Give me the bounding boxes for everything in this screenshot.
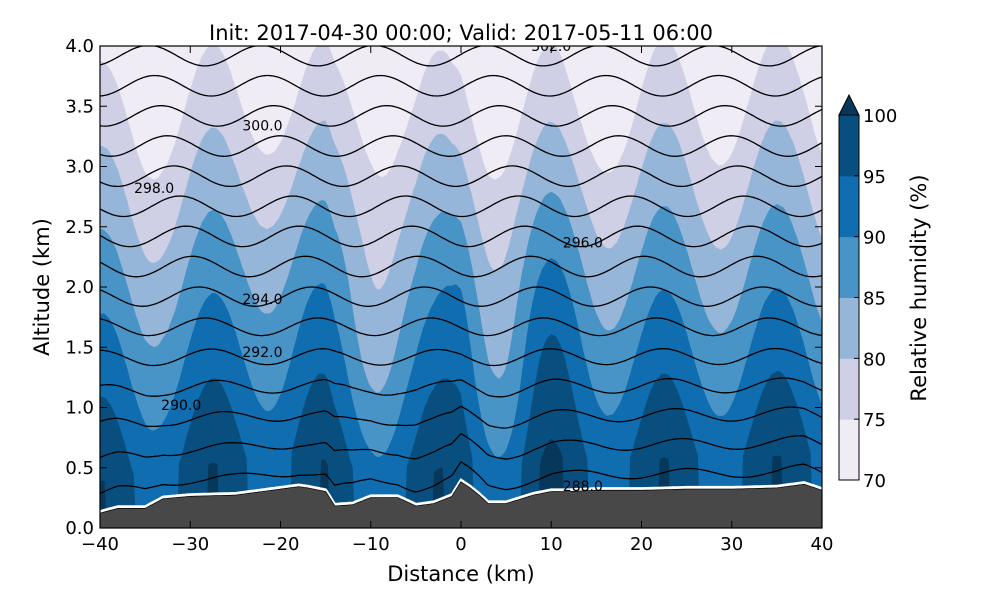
isentrope-line	[100, 104, 822, 127]
isentrope-line	[100, 74, 822, 97]
isentrope-line	[100, 286, 822, 307]
x-tick-label: −40	[81, 534, 119, 555]
y-tick-label: 3.0	[65, 157, 94, 178]
colorbar-segment	[839, 115, 859, 177]
colorbar-segment	[839, 419, 859, 481]
x-tick-label: −20	[262, 534, 300, 555]
y-tick-label: 2.5	[65, 217, 94, 238]
y-tick-label: 4.0	[65, 36, 94, 57]
colorbar: 70 75 80 85 90 95 100	[838, 93, 897, 492]
colorbar-segment	[839, 236, 859, 298]
chart-title: Init: 2017-04-30 00:00; Valid: 2017-05-1…	[209, 21, 713, 45]
contour-label: 296.0	[563, 235, 603, 251]
contour-label: 292.0	[242, 345, 282, 361]
ground-surface-line	[100, 478, 822, 513]
isentrope-line	[100, 461, 822, 495]
contour-label: 288.0	[563, 479, 603, 495]
x-tick-label: 40	[811, 534, 834, 555]
colorbar-tick-label: 85	[863, 289, 886, 310]
x-tick-label: 30	[720, 534, 743, 555]
isentrope-line	[100, 225, 822, 248]
isentrope-line	[100, 135, 822, 157]
y-tick-label: 3.5	[65, 96, 94, 117]
colorbar-segment	[839, 358, 859, 420]
x-axis-label: Distance (km)	[387, 562, 535, 586]
contour-label: 294.0	[242, 292, 282, 308]
colorbar-tick-label: 90	[863, 228, 886, 249]
y-tick-label: 1.0	[65, 398, 94, 419]
x-axis: −40 −30 −20 −10 0 10 20 30 40	[81, 46, 833, 555]
y-tick-label: 1.5	[65, 337, 94, 358]
y-axis-label: Altitude (km)	[30, 218, 54, 356]
y-axis: 0.0 0.5 1.0 1.5 2.0 2.5 3.0 3.5 4.0	[65, 36, 822, 539]
isentrope-line	[100, 432, 822, 460]
isentrope-line	[100, 165, 822, 188]
y-tick-label: 2.0	[65, 277, 94, 298]
contour-label: 290.0	[161, 398, 201, 414]
colorbar-tick-label: 70	[863, 471, 886, 492]
contour-label: 300.0	[242, 119, 282, 135]
colorbar-segment	[839, 297, 859, 359]
colorbar-segment	[839, 175, 859, 238]
isentrope-line	[100, 405, 822, 429]
terrain	[100, 482, 822, 528]
x-tick-label: 0	[455, 534, 466, 555]
y-tick-label: 0.5	[65, 458, 94, 479]
colorbar-label: Relative humidity (%)	[907, 174, 931, 401]
y-tick-label: 0.0	[65, 518, 94, 539]
x-tick-label: 10	[540, 534, 563, 555]
colorbar-tick-label: 75	[863, 410, 886, 431]
isentrope-line	[100, 195, 822, 218]
rh-field	[100, 46, 822, 528]
x-tick-label: 20	[630, 534, 653, 555]
isentrope-line	[100, 317, 822, 337]
x-tick-label: −30	[171, 534, 209, 555]
colorbar-tick-label: 95	[863, 167, 886, 188]
isentropes	[100, 46, 822, 495]
isentrope-line	[100, 46, 822, 67]
colorbar-tick-label: 100	[863, 106, 897, 127]
colorbar-extend-arrow	[838, 93, 860, 116]
isentrope-line	[100, 255, 822, 278]
rh-band-95	[100, 334, 822, 528]
x-tick-label: −10	[352, 534, 390, 555]
isentrope-line	[100, 347, 822, 367]
colorbar-tick-label: 80	[863, 349, 886, 370]
isentrope-line	[100, 377, 822, 398]
contour-label: 298.0	[134, 181, 174, 197]
